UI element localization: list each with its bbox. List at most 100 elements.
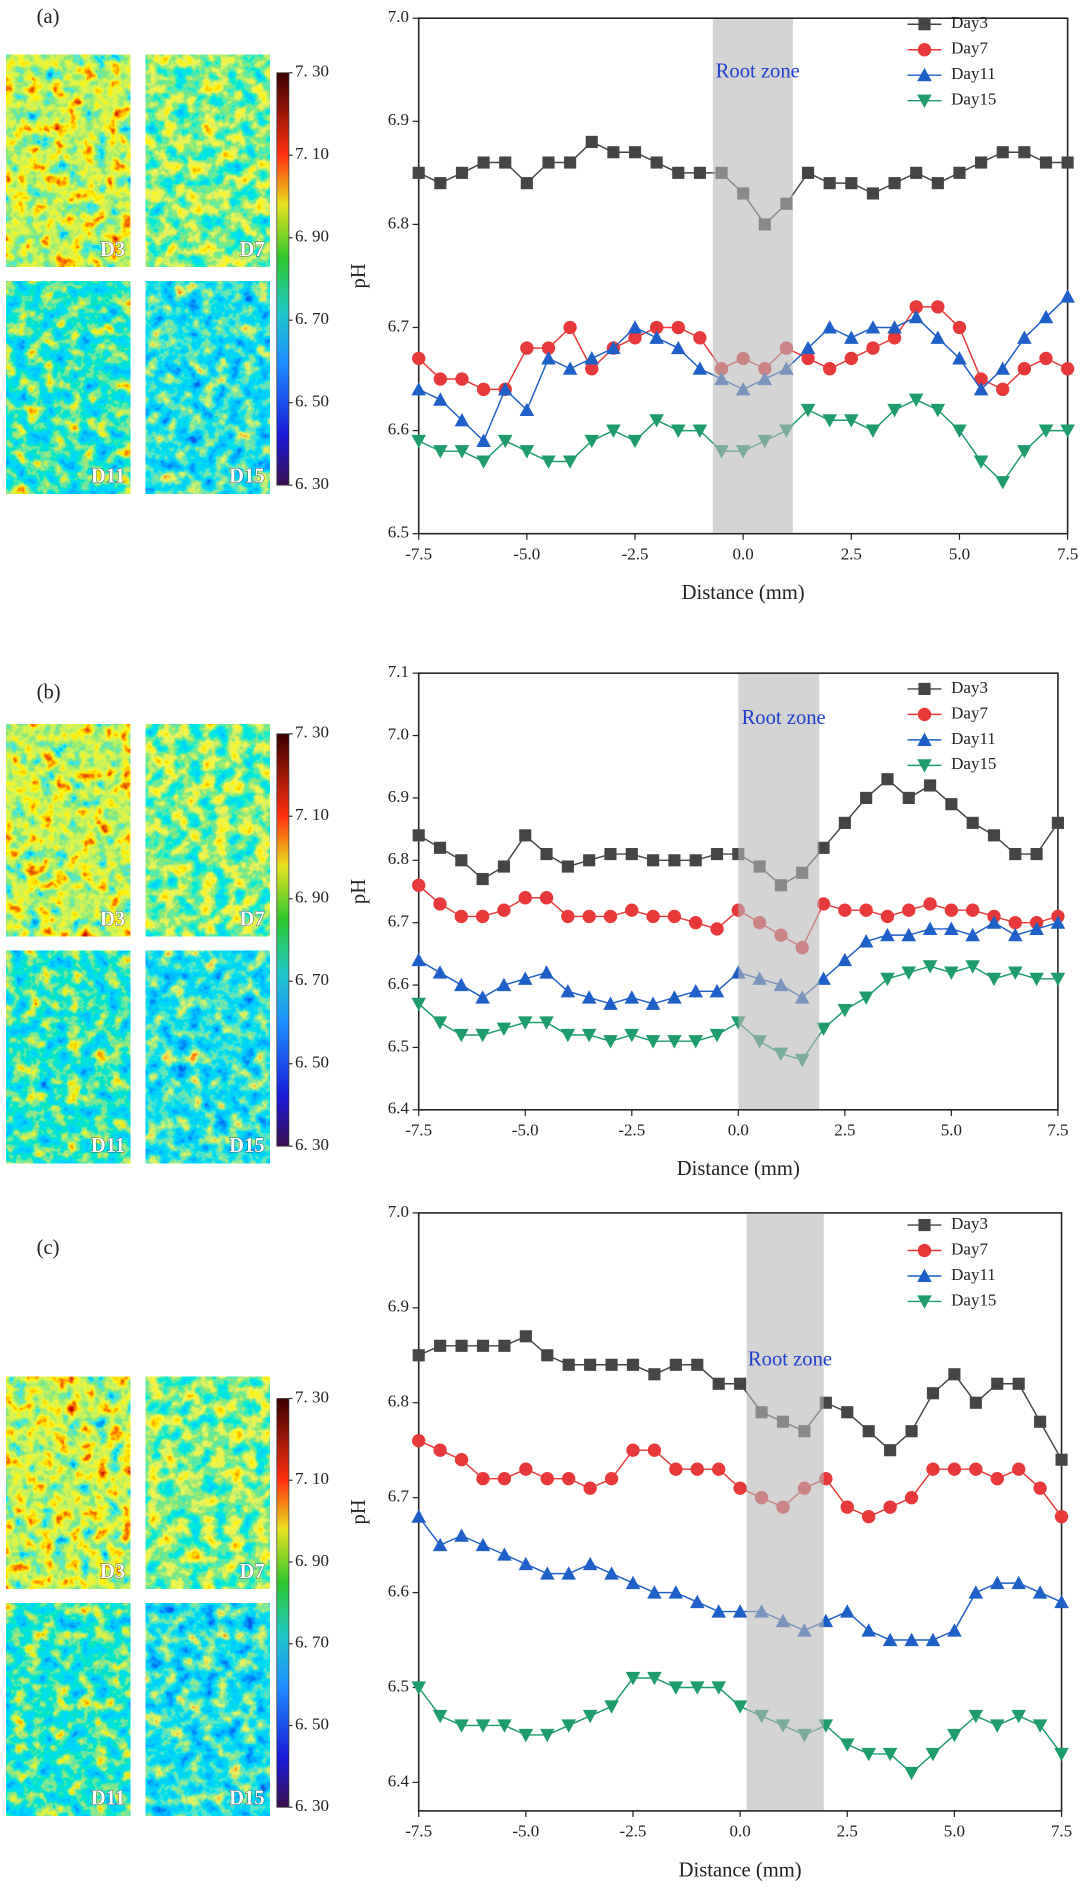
heatmap-label: D15: [229, 1135, 264, 1157]
data-point: [1029, 972, 1044, 987]
data-point: [1017, 445, 1032, 459]
x-tick-label: 7.5: [1057, 544, 1078, 563]
data-point: [838, 903, 852, 917]
data-point: [905, 1425, 918, 1438]
legend-label: Day7: [951, 1239, 988, 1258]
data-point: [1050, 972, 1066, 987]
data-point: [454, 445, 470, 459]
data-point: [908, 309, 924, 324]
data-point: [862, 1425, 875, 1438]
heatmap: [6, 950, 131, 1164]
legend-marker: [917, 759, 932, 773]
data-point: [585, 362, 599, 376]
heatmap: [6, 281, 131, 494]
data-point: [433, 392, 448, 406]
data-point: [880, 909, 895, 924]
data-point: [625, 1575, 641, 1590]
data-point: [952, 424, 967, 438]
data-point: [902, 903, 916, 917]
series-line: [418, 1335, 1063, 1461]
legend-label: Day15: [951, 90, 996, 109]
colorbar-tick-label: 7. 30: [295, 723, 329, 742]
data-point: [926, 1387, 940, 1400]
data-point: [604, 1472, 619, 1486]
y-axis-label: pH: [348, 879, 370, 904]
data-point: [1051, 816, 1064, 829]
data-point: [1009, 848, 1022, 861]
data-point: [865, 424, 881, 438]
data-point: [476, 1339, 490, 1352]
y-tick-label: 6.7: [388, 912, 409, 931]
heatmap: [145, 1376, 270, 1589]
data-point: [475, 1719, 491, 1733]
data-point: [454, 1719, 469, 1733]
data-point: [987, 829, 1001, 842]
data-point: [627, 434, 643, 449]
data-point: [990, 1472, 1004, 1486]
data-point: [711, 1604, 726, 1618]
data-point: [669, 1358, 682, 1371]
data-point: [604, 1566, 619, 1580]
data-point: [668, 854, 681, 867]
data-point: [1034, 1415, 1047, 1428]
colorbar-tick-label: 7. 10: [295, 1469, 329, 1488]
data-point: [561, 860, 574, 873]
data-point: [922, 960, 938, 974]
data-point: [688, 984, 703, 998]
heatmap: [145, 950, 270, 1164]
y-axis-label: pH: [348, 263, 370, 288]
data-point: [1030, 848, 1043, 861]
data-point: [625, 1671, 641, 1686]
data-point: [881, 773, 894, 786]
data-point: [688, 1035, 703, 1049]
data-point: [947, 1623, 962, 1637]
data-point: [1018, 146, 1031, 159]
colorbar-tick-label: 6. 50: [295, 392, 329, 411]
data-point: [455, 1339, 468, 1352]
heatmap: [145, 281, 270, 494]
data-point: [476, 433, 491, 447]
data-point: [732, 1700, 748, 1714]
data-point: [671, 320, 685, 335]
data-point: [583, 1481, 597, 1495]
data-point: [844, 414, 859, 428]
data-point: [499, 156, 512, 169]
data-point: [866, 187, 880, 200]
data-point: [518, 1728, 534, 1743]
y-tick-label: 7.0: [388, 7, 409, 26]
data-point: [865, 320, 881, 334]
series-line: [418, 778, 1059, 887]
legend-marker: [917, 94, 932, 108]
data-point: [454, 1028, 469, 1043]
data-point: [948, 1368, 961, 1381]
y-tick-label: 6.5: [388, 1036, 409, 1055]
colorbar-tick-label: 6. 90: [295, 227, 329, 246]
colorbar-tick-label: 6. 70: [295, 970, 329, 989]
data-point: [541, 341, 556, 355]
data-point: [822, 320, 837, 334]
y-tick-label: 6.9: [388, 110, 409, 129]
x-tick-label: 5.0: [941, 1121, 962, 1140]
data-point: [560, 984, 576, 998]
data-point: [628, 331, 642, 345]
data-point: [540, 848, 553, 861]
heatmap-label: D7: [239, 908, 264, 930]
data-point: [670, 424, 686, 438]
x-tick-label: -2.5: [620, 1822, 647, 1841]
legend-label: Day7: [951, 39, 988, 58]
data-point: [966, 903, 980, 917]
data-point: [989, 1575, 1005, 1590]
y-tick-label: 6.6: [388, 419, 409, 438]
y-tick-label: 7.0: [388, 1202, 409, 1221]
data-point: [412, 166, 425, 179]
x-tick-label: -7.5: [405, 1121, 432, 1140]
data-point: [476, 872, 489, 886]
data-point: [517, 1016, 533, 1030]
data-point: [497, 903, 511, 917]
data-point: [648, 1368, 661, 1381]
heatmap: [6, 54, 131, 267]
data-point: [562, 1358, 575, 1371]
data-point: [1054, 1509, 1069, 1524]
data-point: [861, 1747, 876, 1762]
data-point: [645, 996, 661, 1010]
